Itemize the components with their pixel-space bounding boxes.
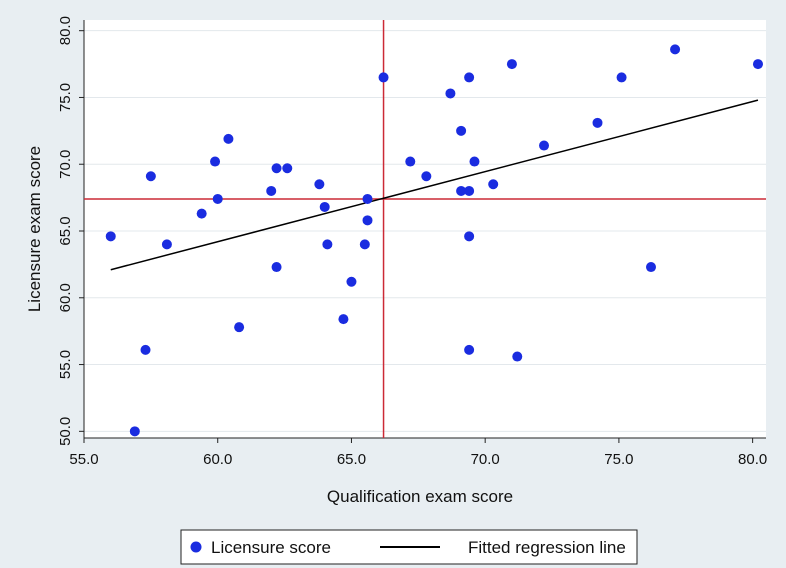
- data-point: [282, 163, 293, 174]
- data-point: [539, 140, 550, 151]
- data-point: [338, 314, 349, 325]
- x-tick-label: 65.0: [337, 451, 366, 468]
- data-point: [234, 322, 245, 333]
- data-point: [212, 193, 223, 204]
- data-point: [645, 262, 656, 273]
- data-point: [346, 276, 357, 287]
- y-tick-label: 80.0: [57, 16, 74, 45]
- data-point: [271, 262, 282, 273]
- legend: Licensure score Fitted regression line: [180, 529, 638, 565]
- data-point: [129, 426, 140, 437]
- data-point: [464, 231, 475, 242]
- y-tick-label: 50.0: [57, 417, 74, 446]
- grid-lines: [84, 30, 766, 432]
- data-point: [464, 185, 475, 196]
- y-tick-label: 60.0: [57, 283, 74, 312]
- data-point: [210, 156, 221, 167]
- data-point: [223, 133, 234, 144]
- data-point: [512, 351, 523, 362]
- fitted-regression-line: [110, 99, 759, 271]
- data-point: [488, 179, 499, 190]
- data-point: [469, 156, 480, 167]
- data-point: [378, 72, 389, 83]
- data-point: [506, 59, 517, 70]
- data-point: [140, 344, 151, 355]
- y-tick-label: 75.0: [57, 83, 74, 112]
- regression-line: [110, 99, 759, 271]
- data-point: [362, 193, 373, 204]
- x-axis-title: Qualification exam score: [327, 487, 513, 506]
- x-tick-label: 55.0: [69, 451, 98, 468]
- x-tick-label: 80.0: [738, 451, 767, 468]
- legend-label-licensure-score: Licensure score: [211, 538, 331, 557]
- data-point: [314, 179, 325, 190]
- data-point: [456, 125, 467, 136]
- data-point: [322, 239, 333, 250]
- x-tick-label: 60.0: [203, 451, 232, 468]
- data-point: [752, 59, 763, 70]
- legend-marker-licensure-score: [190, 541, 202, 553]
- data-point: [592, 117, 603, 128]
- data-point: [145, 171, 156, 182]
- y-tick-label: 55.0: [57, 350, 74, 379]
- x-tick-label: 70.0: [471, 451, 500, 468]
- data-point: [405, 156, 416, 167]
- reference-lines: [84, 20, 766, 438]
- data-point: [196, 208, 207, 219]
- data-point: [456, 185, 467, 196]
- x-axis: 55.0 60.0 65.0 70.0 75.0 80.0: [69, 437, 767, 468]
- data-point: [266, 185, 277, 196]
- data-point: [271, 163, 282, 174]
- data-point: [359, 239, 370, 250]
- data-point: [105, 231, 116, 242]
- data-point: [362, 215, 373, 226]
- data-point: [670, 44, 681, 55]
- y-tick-label: 65.0: [57, 216, 74, 245]
- data-point: [161, 239, 172, 250]
- y-axis: 50.0 55.0 60.0 65.0 70.0 75.0 80.0: [57, 16, 85, 446]
- x-tick-label: 75.0: [604, 451, 633, 468]
- y-tick-label: 70.0: [57, 150, 74, 179]
- data-point: [616, 72, 627, 83]
- data-point: [464, 72, 475, 83]
- y-axis-title: Licensure exam score: [25, 146, 44, 312]
- plot-area: [84, 20, 766, 438]
- data-point: [319, 201, 330, 212]
- data-point: [445, 88, 456, 99]
- legend-label-regression-line: Fitted regression line: [468, 538, 626, 557]
- data-point: [421, 171, 432, 182]
- data-point: [464, 344, 475, 355]
- data-points: [105, 44, 763, 437]
